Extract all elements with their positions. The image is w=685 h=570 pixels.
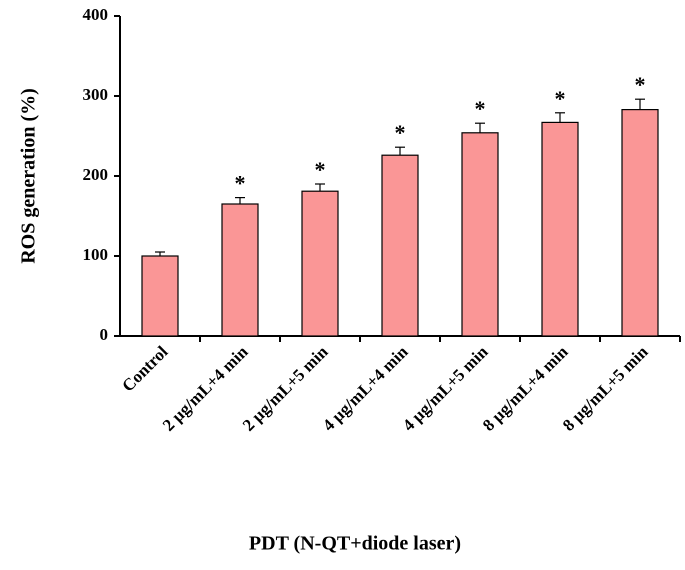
bar <box>381 154 419 337</box>
error-bar <box>315 183 325 192</box>
x-tick-label: 2 µg/mL+4 min <box>159 342 252 435</box>
x-tick-label: 4 µg/mL+5 min <box>399 342 492 435</box>
bar <box>221 203 259 337</box>
y-tick-label: 400 <box>83 5 109 24</box>
error-bar <box>155 251 165 256</box>
bar <box>141 255 179 337</box>
x-axis-title: PDT (N-QT+diode laser) <box>249 533 461 555</box>
error-bar <box>475 122 485 133</box>
significance-mark: * <box>475 96 486 121</box>
significance-mark: * <box>395 120 406 145</box>
y-tick-label: 100 <box>83 245 109 264</box>
error-bar <box>235 197 245 204</box>
significance-mark: * <box>635 72 646 97</box>
x-tick-label: 8 µg/mL+5 min <box>559 342 652 435</box>
x-tick-label: 8 µg/mL+4 min <box>479 342 572 435</box>
y-tick-label: 0 <box>100 325 109 344</box>
significance-mark: * <box>555 86 566 111</box>
error-bar <box>635 98 645 110</box>
significance-mark: * <box>315 157 326 182</box>
x-tick-label: 2 µg/mL+5 min <box>239 342 332 435</box>
y-tick-label: 200 <box>83 165 109 184</box>
significance-mark: * <box>235 171 246 196</box>
x-tick-label: 4 µg/mL+4 min <box>319 342 412 435</box>
bar <box>301 190 339 337</box>
bar <box>461 132 499 337</box>
x-tick-label: Control <box>118 342 171 395</box>
bar <box>621 108 659 337</box>
bar <box>541 121 579 337</box>
y-tick-label: 300 <box>83 85 109 104</box>
error-bar <box>555 112 565 123</box>
error-bar <box>395 146 405 156</box>
y-axis-title: ROS generation (%) <box>18 88 40 264</box>
